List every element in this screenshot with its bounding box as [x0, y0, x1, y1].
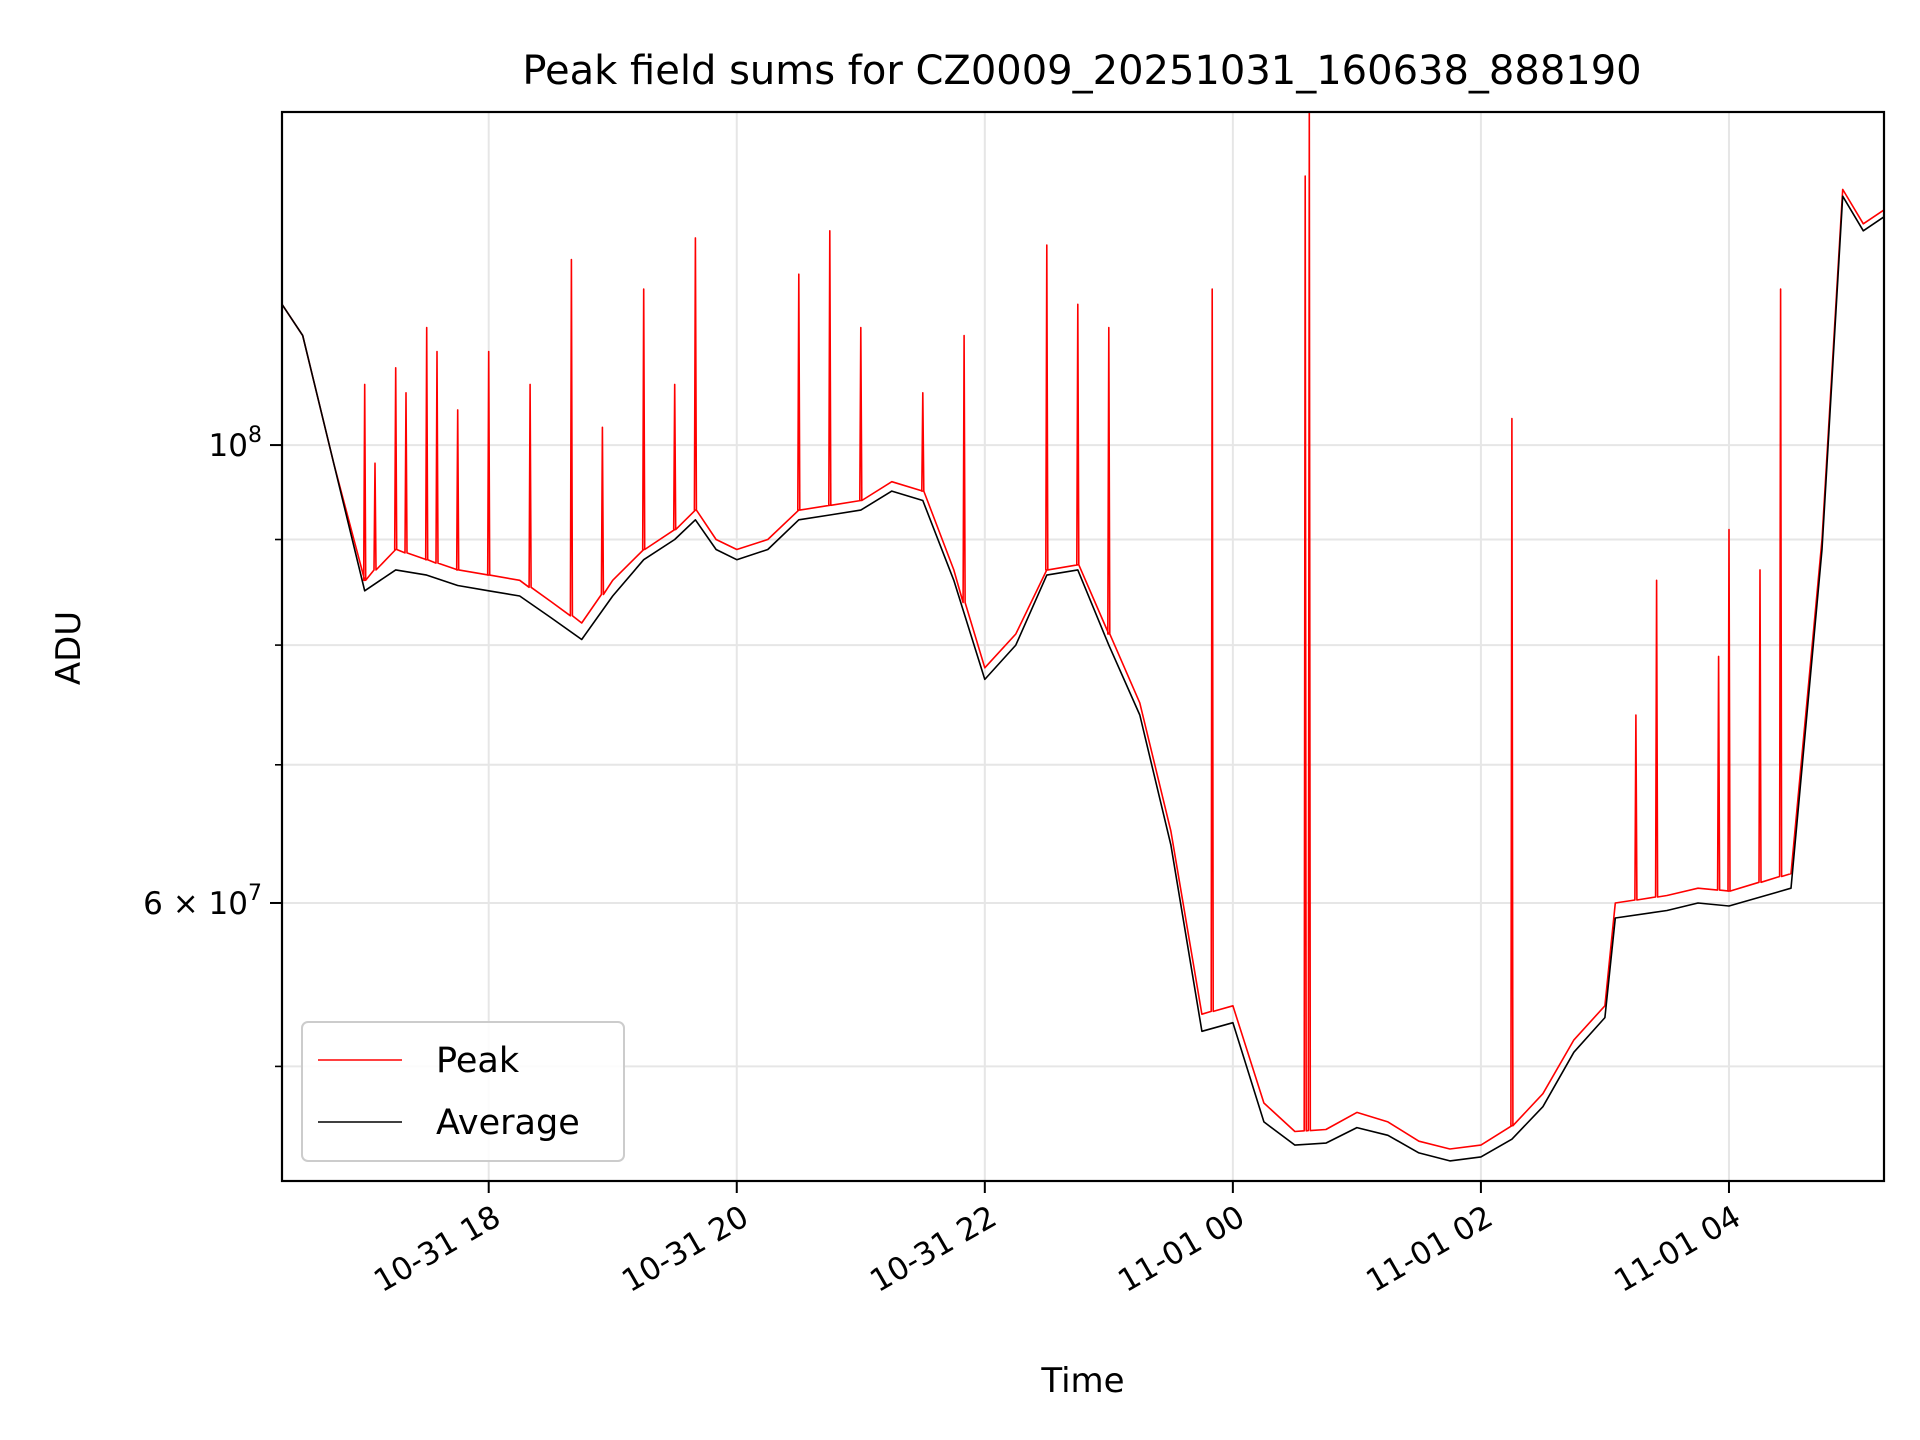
legend-label-average: Average [436, 1103, 580, 1143]
series-line-peak [281, 111, 1885, 1150]
y-axis-label: ADU [49, 611, 89, 685]
x-axis-label: Time [1040, 1361, 1124, 1401]
legend: Peak Average [301, 1021, 625, 1162]
y-tick-label-base: 10 [209, 428, 248, 464]
grid [282, 112, 1884, 1181]
y-tick-label: 108 [209, 423, 262, 464]
y-tick-label-exponent: 8 [248, 423, 262, 448]
y-tick-label-base: 6 × 10 [143, 886, 248, 922]
y-axis: 6 × 107 108 [143, 423, 282, 1068]
y-tick-label-exponent: 7 [248, 881, 262, 906]
series-line-average [281, 195, 1885, 1162]
plot-lines [281, 111, 1885, 1162]
chart-title: Peak field sums for CZ0009_20251031_1606… [522, 48, 1641, 94]
legend-label-peak: Peak [436, 1041, 520, 1081]
plot-frame [280, 110, 1886, 1183]
y-tick-label: 6 × 107 [143, 881, 262, 922]
legend-box [301, 1021, 625, 1162]
